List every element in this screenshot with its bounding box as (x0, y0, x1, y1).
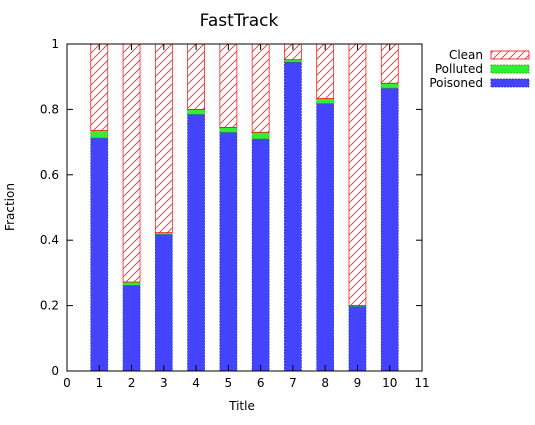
legend-label-polluted: Polluted (435, 62, 483, 76)
legend-swatch-poisoned (490, 78, 530, 88)
bar-polluted-5 (219, 127, 238, 133)
x-tick-label: 9 (354, 376, 362, 390)
bar-clean-5 (219, 43, 238, 128)
bar-poisoned-4 (187, 113, 205, 372)
legend-label-poisoned: Poisoned (429, 76, 483, 90)
y-tick-label: 0.2 (40, 299, 59, 313)
bar-poisoned-3 (154, 233, 173, 372)
bar-clean-9 (348, 43, 367, 306)
bar-poisoned-8 (316, 103, 335, 372)
x-tick-label: 3 (160, 376, 168, 390)
x-tick-label: 2 (128, 376, 136, 390)
bar-polluted-4 (187, 109, 205, 115)
bar-poisoned-2 (122, 284, 141, 372)
x-tick-label: 0 (63, 376, 71, 390)
bar-polluted-7 (284, 59, 302, 63)
y-tick-label: 1 (51, 37, 59, 51)
bar-polluted-6 (251, 131, 270, 140)
bar-polluted-1 (90, 130, 109, 139)
bar-poisoned-1 (90, 137, 109, 372)
bar-clean-6 (251, 43, 270, 133)
bar-polluted-10 (380, 82, 399, 89)
bar-clean-2 (122, 43, 141, 283)
y-tick-label: 0.4 (40, 233, 59, 247)
y-tick-label: 0.8 (40, 102, 59, 116)
y-tick-label: 0.6 (40, 168, 59, 182)
x-tick-label: 7 (289, 376, 297, 390)
bar-poisoned-9 (348, 305, 367, 372)
bar-polluted-8 (316, 98, 335, 104)
bar-poisoned-7 (284, 61, 302, 372)
y-tick-label: 0 (51, 364, 59, 378)
x-tick-label: 11 (414, 376, 429, 390)
chart-title: FastTrack (200, 11, 279, 31)
bar-polluted-3 (154, 232, 173, 235)
bar-clean-8 (316, 43, 335, 99)
bar-clean-1 (90, 43, 109, 132)
bars-group (90, 43, 399, 372)
bar-poisoned-5 (219, 131, 238, 372)
x-tick-label: 5 (225, 376, 233, 390)
ticks-group: 0 1 2 3 4 5 6 7 8 9 10 11 0 0.2 0.4 0.6 0.8 1 (40, 37, 430, 390)
legend-swatch-polluted (490, 64, 530, 74)
legend-swatch-clean (490, 50, 530, 60)
y-axis-label: Fraction (3, 183, 17, 231)
plot-frame (66, 43, 423, 372)
x-tick-label: 8 (321, 376, 329, 390)
x-tick-label: 10 (382, 376, 397, 390)
bar-poisoned-6 (251, 138, 270, 372)
x-axis-label: Title (228, 399, 255, 413)
bar-polluted-2 (122, 281, 141, 286)
bar-clean-3 (154, 43, 173, 234)
bar-poisoned-10 (380, 87, 399, 372)
x-tick-label: 4 (192, 376, 200, 390)
legend-label-clean: Clean (449, 48, 483, 62)
x-tick-label: 1 (95, 376, 103, 390)
bar-clean-4 (187, 43, 205, 110)
x-tick-label: 6 (257, 376, 265, 390)
